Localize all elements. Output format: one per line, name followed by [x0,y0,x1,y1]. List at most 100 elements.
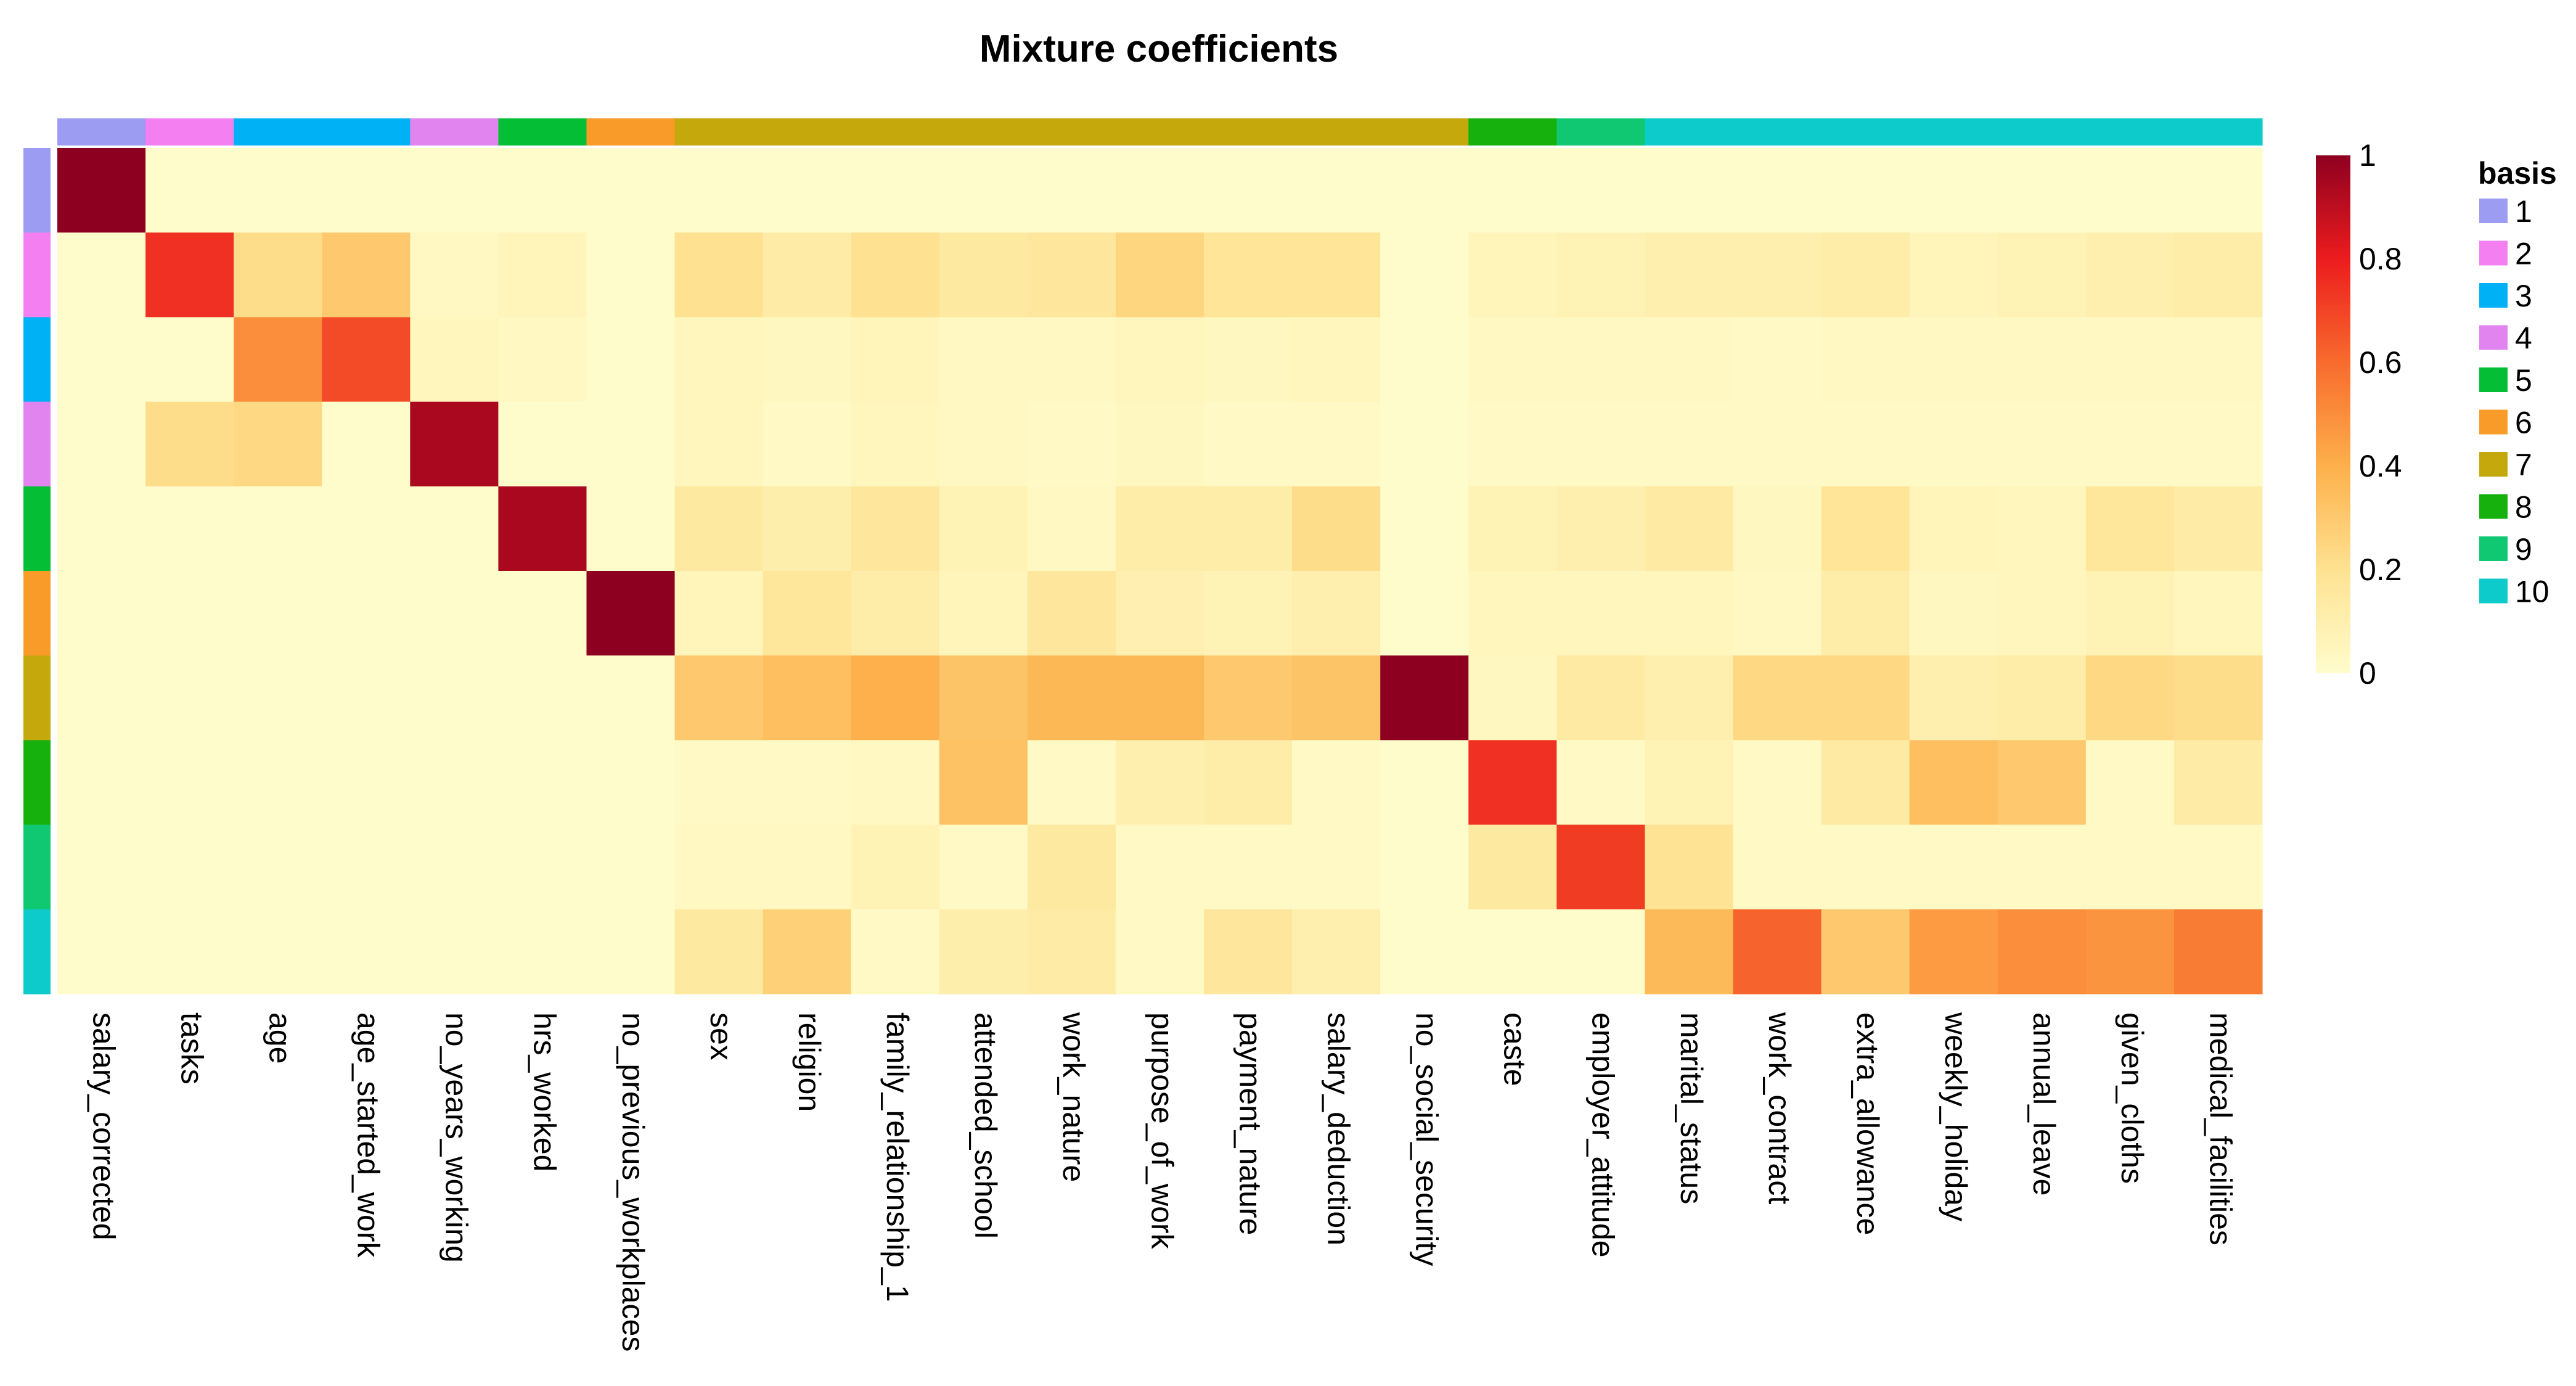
cell-r3-c3 [234,317,322,403]
cell-r4-c20 [1733,401,1822,487]
cell-r6-c21 [1821,571,1910,656]
legend-swatch-8 [2479,494,2508,519]
cell-r3-c15 [1292,317,1381,403]
cell-r8-c7 [586,740,676,826]
cell-r5-c21 [1821,486,1910,572]
cell-r10-c16 [1380,909,1469,994]
cell-r7-c8 [674,655,764,740]
cell-r6-c1 [57,571,146,656]
column-label-14: payment_nature [1233,1012,1267,1235]
cell-r5-c2 [145,486,234,572]
cell-r7-c18 [1556,655,1646,740]
cell-r6-c10 [851,571,940,656]
cell-r6-c19 [1645,571,1734,656]
cell-r9-c5 [410,824,499,910]
cell-r1-c11 [939,148,1028,233]
cell-r9-c12 [1027,824,1116,910]
cell-r1-c16 [1380,148,1469,233]
cell-r1-c4 [322,148,411,233]
cell-r10-c9 [763,909,852,994]
cell-r4-c25 [2173,401,2263,487]
cell-r8-c18 [1556,740,1646,826]
colorbar-tick-1: 1 [2359,138,2376,173]
cell-r5-c12 [1027,486,1116,572]
column-annotation-20 [1733,118,1822,146]
cell-r2-c18 [1556,232,1646,318]
cell-r2-c11 [939,232,1028,318]
cell-r2-c21 [1821,232,1910,318]
cell-r6-c11 [939,571,1028,656]
column-label-22: weekly_holiday [1939,1012,1973,1221]
cell-r10-c1 [57,909,146,994]
column-annotation-3 [234,118,322,146]
cell-r7-c14 [1204,655,1293,740]
cell-r5-c16 [1380,486,1469,572]
cell-r9-c3 [234,824,322,910]
cell-r7-c13 [1115,655,1204,740]
cell-r7-c3 [234,655,322,740]
colorbar-gradient [2316,155,2350,673]
cell-r2-c5 [410,232,499,318]
row-annotation-9 [23,824,51,910]
cell-r9-c8 [674,824,764,910]
column-annotation-16 [1380,118,1469,146]
column-label-16: no_social_security [1410,1012,1444,1266]
cell-r7-c15 [1292,655,1381,740]
cell-r2-c10 [851,232,940,318]
cell-r5-c7 [586,486,676,572]
legend-label-3: 3 [2515,279,2532,313]
cell-r1-c19 [1645,148,1734,233]
legend-label-6: 6 [2515,406,2532,440]
cell-r5-c22 [1909,486,1998,572]
cell-r8-c13 [1115,740,1204,826]
colorbar-tick-3: 0.6 [2359,345,2402,380]
cell-r7-c5 [410,655,499,740]
cell-r5-c8 [674,486,764,572]
column-annotation-4 [322,118,411,146]
cell-r10-c10 [851,909,940,994]
cell-r5-c1 [57,486,146,572]
cell-r5-c10 [851,486,940,572]
cell-r6-c9 [763,571,852,656]
column-labels: salary_corrected tasks age age_started_work… [86,1012,2238,1351]
column-annotation-15 [1292,118,1381,146]
cell-r7-c2 [145,655,234,740]
cell-r8-c11 [939,740,1028,826]
colorbar-tick-4: 0.4 [2359,449,2402,483]
row-annotation-1 [23,148,51,233]
cell-r7-c19 [1645,655,1734,740]
cell-r1-c5 [410,148,499,233]
column-basis-annotation [57,118,2263,146]
column-annotation-19 [1645,118,1734,146]
column-label-21: extra_allowance [1850,1012,1885,1235]
cell-r3-c25 [2173,317,2263,403]
row-annotation-10 [23,909,51,994]
cell-r4-c3 [234,401,322,487]
column-label-12: work_nature [1057,1012,1091,1182]
column-label-15: salary_deduction [1321,1012,1355,1245]
cell-r1-c20 [1733,148,1822,233]
cell-r4-c5 [410,401,499,487]
cell-r4-c16 [1380,401,1469,487]
cell-r5-c23 [1997,486,2087,572]
cell-r1-c12 [1027,148,1116,233]
legend-swatch-10 [2479,578,2508,604]
cell-r7-c10 [851,655,940,740]
cell-r9-c23 [1997,824,2087,910]
cell-r1-c18 [1556,148,1646,233]
cell-r3-c1 [57,317,146,403]
cell-r2-c23 [1997,232,2087,318]
cell-r6-c7 [586,571,676,656]
cell-r6-c2 [145,571,234,656]
row-annotation-8 [23,740,51,826]
cell-r5-c13 [1115,486,1204,572]
cell-r2-c24 [2085,232,2175,318]
cell-r4-c4 [322,401,411,487]
legend-label-7: 7 [2515,448,2532,482]
cell-r1-c22 [1909,148,1998,233]
cell-r3-c18 [1556,317,1646,403]
cell-r8-c14 [1204,740,1293,826]
cell-r8-c5 [410,740,499,826]
cell-r4-c12 [1027,401,1116,487]
